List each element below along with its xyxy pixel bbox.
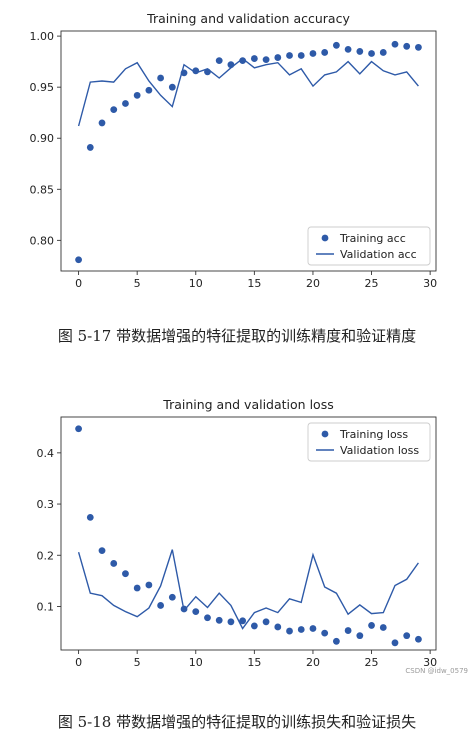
- training-point: [379, 49, 387, 56]
- training-point: [403, 632, 411, 640]
- watermark: CSDN @idw_0579: [405, 667, 468, 675]
- training-point: [344, 45, 352, 53]
- training-point: [75, 425, 82, 433]
- training-point: [262, 56, 270, 63]
- training-point: [321, 629, 329, 637]
- x-tick-label: 30: [423, 656, 437, 667]
- training-point: [75, 256, 82, 264]
- training-point: [98, 547, 106, 555]
- training-point: [415, 635, 422, 643]
- y-tick-label: 1.00: [30, 30, 55, 43]
- x-tick-label: 10: [189, 277, 203, 290]
- plot-frame: [60, 30, 437, 272]
- training-point: [344, 627, 352, 634]
- x-tick-label: 5: [134, 277, 141, 290]
- x-tick-label: 20: [306, 277, 320, 290]
- training-point: [391, 639, 399, 647]
- accuracy-chart-svg: Training and validation accuracy 0 5 10 15 20…: [30, 11, 438, 290]
- training-point: [215, 57, 223, 65]
- training-point: [192, 608, 200, 615]
- x-tick-label: 0: [75, 656, 82, 667]
- training-point: [110, 560, 118, 567]
- training-point: [368, 622, 375, 629]
- training-point: [403, 42, 411, 50]
- training-point: [356, 632, 364, 640]
- training-point: [286, 627, 293, 635]
- legend-marker-swatch: [321, 234, 329, 242]
- x-tick-label: 15: [247, 656, 261, 667]
- validation-line: [77, 57, 419, 127]
- training-point: [379, 624, 387, 631]
- training-point: [239, 57, 247, 65]
- accuracy-chart: Training and validation accuracy 0 5 10 15 20…: [0, 0, 474, 310]
- x-tick-label: 15: [247, 277, 261, 290]
- y-tick-label: 0.85: [30, 183, 55, 196]
- legend-box: [307, 422, 431, 462]
- training-point: [86, 144, 94, 151]
- loss-chart-svg: Training and validation loss 0 5 10 15 20 25 30…: [37, 397, 438, 669]
- training-point: [274, 54, 282, 61]
- training-point: [297, 52, 305, 59]
- validation-line: [77, 549, 419, 630]
- training-point: [122, 570, 129, 578]
- x-tick-label: 10: [189, 656, 203, 667]
- y-tick-label: 0.95: [30, 81, 55, 94]
- training-point: [356, 48, 364, 55]
- chart-title: Training and validation accuracy: [146, 11, 350, 26]
- loss-chart: Training and validation loss 0 5 10 15 20 25 30…: [0, 392, 474, 669]
- x-tick-label: 25: [365, 656, 379, 667]
- legend-label: Training acc: [339, 232, 406, 245]
- training-point: [168, 593, 176, 601]
- training-point: [157, 602, 165, 609]
- legend-label: Training loss: [339, 428, 408, 441]
- training-point: [122, 100, 129, 107]
- y-tick-label: 0.4: [37, 447, 55, 460]
- training-point: [98, 119, 106, 127]
- training-point: [274, 623, 282, 631]
- x-tick-label: 0: [75, 277, 82, 290]
- x-tick-label: 20: [306, 656, 320, 667]
- training-point: [215, 616, 223, 624]
- training-point: [391, 40, 399, 48]
- training-point: [204, 614, 211, 622]
- training-point: [250, 622, 258, 630]
- legend-label: Validation acc: [340, 248, 417, 261]
- y-tick-label: 0.90: [30, 132, 55, 145]
- training-point: [157, 74, 165, 82]
- y-tick-label: 0.1: [37, 600, 55, 613]
- training-point: [332, 637, 340, 645]
- training-point: [168, 83, 176, 91]
- training-point: [133, 91, 141, 99]
- legend-label: Validation loss: [340, 444, 419, 457]
- training-point: [145, 86, 153, 94]
- training-point: [133, 584, 141, 592]
- accuracy-figure-caption: 图 5-17 带数据增强的特征提取的训练精度和验证精度: [57, 327, 417, 345]
- training-point: [309, 625, 317, 632]
- training-point: [110, 106, 118, 114]
- training-point: [239, 617, 247, 625]
- training-point: [368, 50, 375, 57]
- training-point: [297, 626, 305, 633]
- x-tick-label: 25: [365, 277, 379, 290]
- training-point: [227, 618, 235, 626]
- plot-frame: [60, 416, 437, 651]
- training-point: [332, 41, 340, 49]
- x-tick-label: 5: [134, 656, 141, 667]
- training-point: [286, 52, 293, 59]
- x-tick-label: 30: [423, 277, 437, 290]
- y-tick-label: 0.2: [37, 549, 55, 562]
- chart-title: Training and validation loss: [162, 397, 333, 412]
- training-point: [86, 513, 94, 521]
- training-point: [415, 43, 422, 51]
- y-tick-label: 0.3: [37, 498, 55, 511]
- training-point: [250, 55, 258, 62]
- training-point: [309, 50, 317, 57]
- legend-marker-swatch: [321, 430, 329, 438]
- training-point: [145, 581, 153, 589]
- loss-figure-caption: 图 5-18 带数据增强的特征提取的训练损失和验证损失: [57, 713, 417, 731]
- training-point: [262, 618, 270, 626]
- y-tick-label: 0.80: [30, 234, 55, 247]
- legend-box: [307, 226, 431, 266]
- training-point: [321, 49, 329, 56]
